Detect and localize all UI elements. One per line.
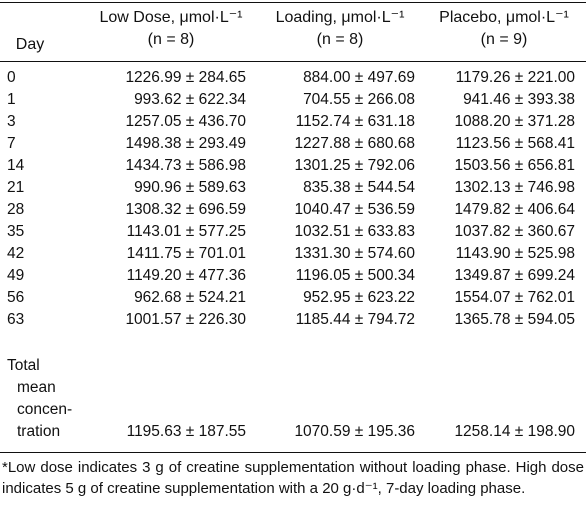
cell-low-dose: 993.62 ± 622.34 <box>134 91 246 108</box>
cell-low-dose: 962.68 ± 524.21 <box>134 289 246 306</box>
cell-day: 0 <box>7 69 16 86</box>
cell-day: 49 <box>7 267 25 284</box>
header-day: Day <box>15 36 45 53</box>
table-row: 42 1411.75 ± 701.01 1331.30 ± 574.60 114… <box>0 243 586 265</box>
cell-day: 3 <box>7 113 16 130</box>
header-placebo: Placebo, μmol·L⁻¹ (n = 9) <box>423 7 585 51</box>
header-placebo-label: Placebo, μmol·L⁻¹ <box>439 9 569 26</box>
cell-day: 42 <box>7 245 25 262</box>
cell-day: 21 <box>7 179 25 196</box>
cell-loading: 1185.44 ± 794.72 <box>295 311 415 328</box>
header-rule <box>0 61 586 62</box>
cell-loading: 1040.47 ± 536.59 <box>294 201 415 218</box>
cell-day: 1 <box>7 91 16 108</box>
cell-loading: 704.55 ± 266.08 <box>303 91 415 108</box>
table-row: 1 993.62 ± 622.34 704.55 ± 266.08 941.46… <box>0 89 586 111</box>
cell-day: 7 <box>7 135 16 152</box>
table-row: 3 1257.05 ± 436.70 1152.74 ± 631.18 1088… <box>0 111 586 133</box>
cell-loading: 952.95 ± 623.22 <box>303 289 415 306</box>
total-low-dose: 1195.63 ± 187.55 <box>126 423 246 440</box>
top-rule <box>0 2 586 3</box>
table-row: 56 962.68 ± 524.21 952.95 ± 623.22 1554.… <box>0 287 586 309</box>
cell-placebo: 941.46 ± 393.38 <box>463 91 575 108</box>
cell-placebo: 1302.13 ± 746.98 <box>454 179 575 196</box>
table-row: 49 1149.20 ± 477.36 1196.05 ± 500.34 134… <box>0 265 586 287</box>
cell-loading: 835.38 ± 544.54 <box>303 179 415 196</box>
cell-day: 63 <box>7 311 25 328</box>
cell-placebo: 1088.20 ± 371.28 <box>454 113 575 130</box>
cell-placebo: 1349.87 ± 699.24 <box>454 267 575 284</box>
cell-loading: 1301.25 ± 792.06 <box>294 157 415 174</box>
cell-low-dose: 1308.32 ± 696.59 <box>125 201 246 218</box>
cell-day: 28 <box>7 201 25 218</box>
cell-low-dose: 1498.38 ± 293.49 <box>125 135 246 152</box>
cell-loading: 1032.51 ± 633.83 <box>294 223 415 240</box>
total-loading: 1070.59 ± 195.36 <box>294 423 415 440</box>
cell-loading: 1196.05 ± 500.34 <box>295 267 415 284</box>
cell-low-dose: 1001.57 ± 226.30 <box>125 311 246 328</box>
total-placebo: 1258.14 ± 198.90 <box>454 423 575 440</box>
cell-low-dose: 1434.73 ± 586.98 <box>125 157 246 174</box>
cell-placebo: 1479.82 ± 406.64 <box>454 201 575 218</box>
cell-placebo: 1503.56 ± 656.81 <box>454 157 575 174</box>
total-label-line3: concen- <box>17 401 73 418</box>
cell-low-dose: 1257.05 ± 436.70 <box>125 113 246 130</box>
cell-loading: 1331.30 ± 574.60 <box>294 245 415 262</box>
cell-placebo: 1554.07 ± 762.01 <box>454 289 575 306</box>
table-row: 14 1434.73 ± 586.98 1301.25 ± 792.06 150… <box>0 155 586 177</box>
table-row: 63 1001.57 ± 226.30 1185.44 ± 794.72 136… <box>0 309 586 331</box>
table-row: 28 1308.32 ± 696.59 1040.47 ± 536.59 147… <box>0 199 586 221</box>
cell-low-dose: 1143.01 ± 577.25 <box>126 223 246 240</box>
cell-low-dose: 1226.99 ± 284.65 <box>125 69 246 86</box>
cell-loading: 1152.74 ± 631.18 <box>295 113 415 130</box>
total-label-line1: Total <box>7 357 40 374</box>
total-label-line2: mean <box>17 379 56 396</box>
header-low-dose-label: Low Dose, μmol·L⁻¹ <box>99 9 243 26</box>
header-loading-n: (n = 8) <box>316 31 364 48</box>
header-loading: Loading, μmol·L⁻¹ (n = 8) <box>260 7 420 51</box>
cell-placebo: 1365.78 ± 594.05 <box>454 311 575 328</box>
cell-day: 35 <box>7 223 25 240</box>
table-body: 0 1226.99 ± 284.65 884.00 ± 497.69 1179.… <box>0 67 586 331</box>
header-placebo-n: (n = 9) <box>480 31 528 48</box>
cell-low-dose: 990.96 ± 589.63 <box>134 179 246 196</box>
header-loading-label: Loading, μmol·L⁻¹ <box>275 9 405 26</box>
cell-placebo: 1037.82 ± 360.67 <box>454 223 575 240</box>
cell-placebo: 1143.90 ± 525.98 <box>455 245 575 262</box>
table-row: 7 1498.38 ± 293.49 1227.88 ± 680.68 1123… <box>0 133 586 155</box>
header-low-dose: Low Dose, μmol·L⁻¹ (n = 8) <box>86 7 256 51</box>
cell-placebo: 1179.26 ± 221.00 <box>455 69 575 86</box>
footnote: *Low dose indicates 3 g of creatine supp… <box>2 459 584 497</box>
cell-low-dose: 1149.20 ± 477.36 <box>126 267 246 284</box>
cell-loading: 1227.88 ± 680.68 <box>294 135 415 152</box>
table-row: 35 1143.01 ± 577.25 1032.51 ± 633.83 103… <box>0 221 586 243</box>
table-row: 21 990.96 ± 589.63 835.38 ± 544.54 1302.… <box>0 177 586 199</box>
cell-placebo: 1123.56 ± 568.41 <box>455 135 575 152</box>
cell-low-dose: 1411.75 ± 701.01 <box>126 245 246 262</box>
bottom-rule <box>0 452 586 453</box>
cell-loading: 884.00 ± 497.69 <box>303 69 415 86</box>
header-low-dose-n: (n = 8) <box>147 31 195 48</box>
cell-day: 14 <box>7 157 25 174</box>
table-row: 0 1226.99 ± 284.65 884.00 ± 497.69 1179.… <box>0 67 586 89</box>
total-label-line4: tration <box>17 423 61 440</box>
cell-day: 56 <box>7 289 25 306</box>
